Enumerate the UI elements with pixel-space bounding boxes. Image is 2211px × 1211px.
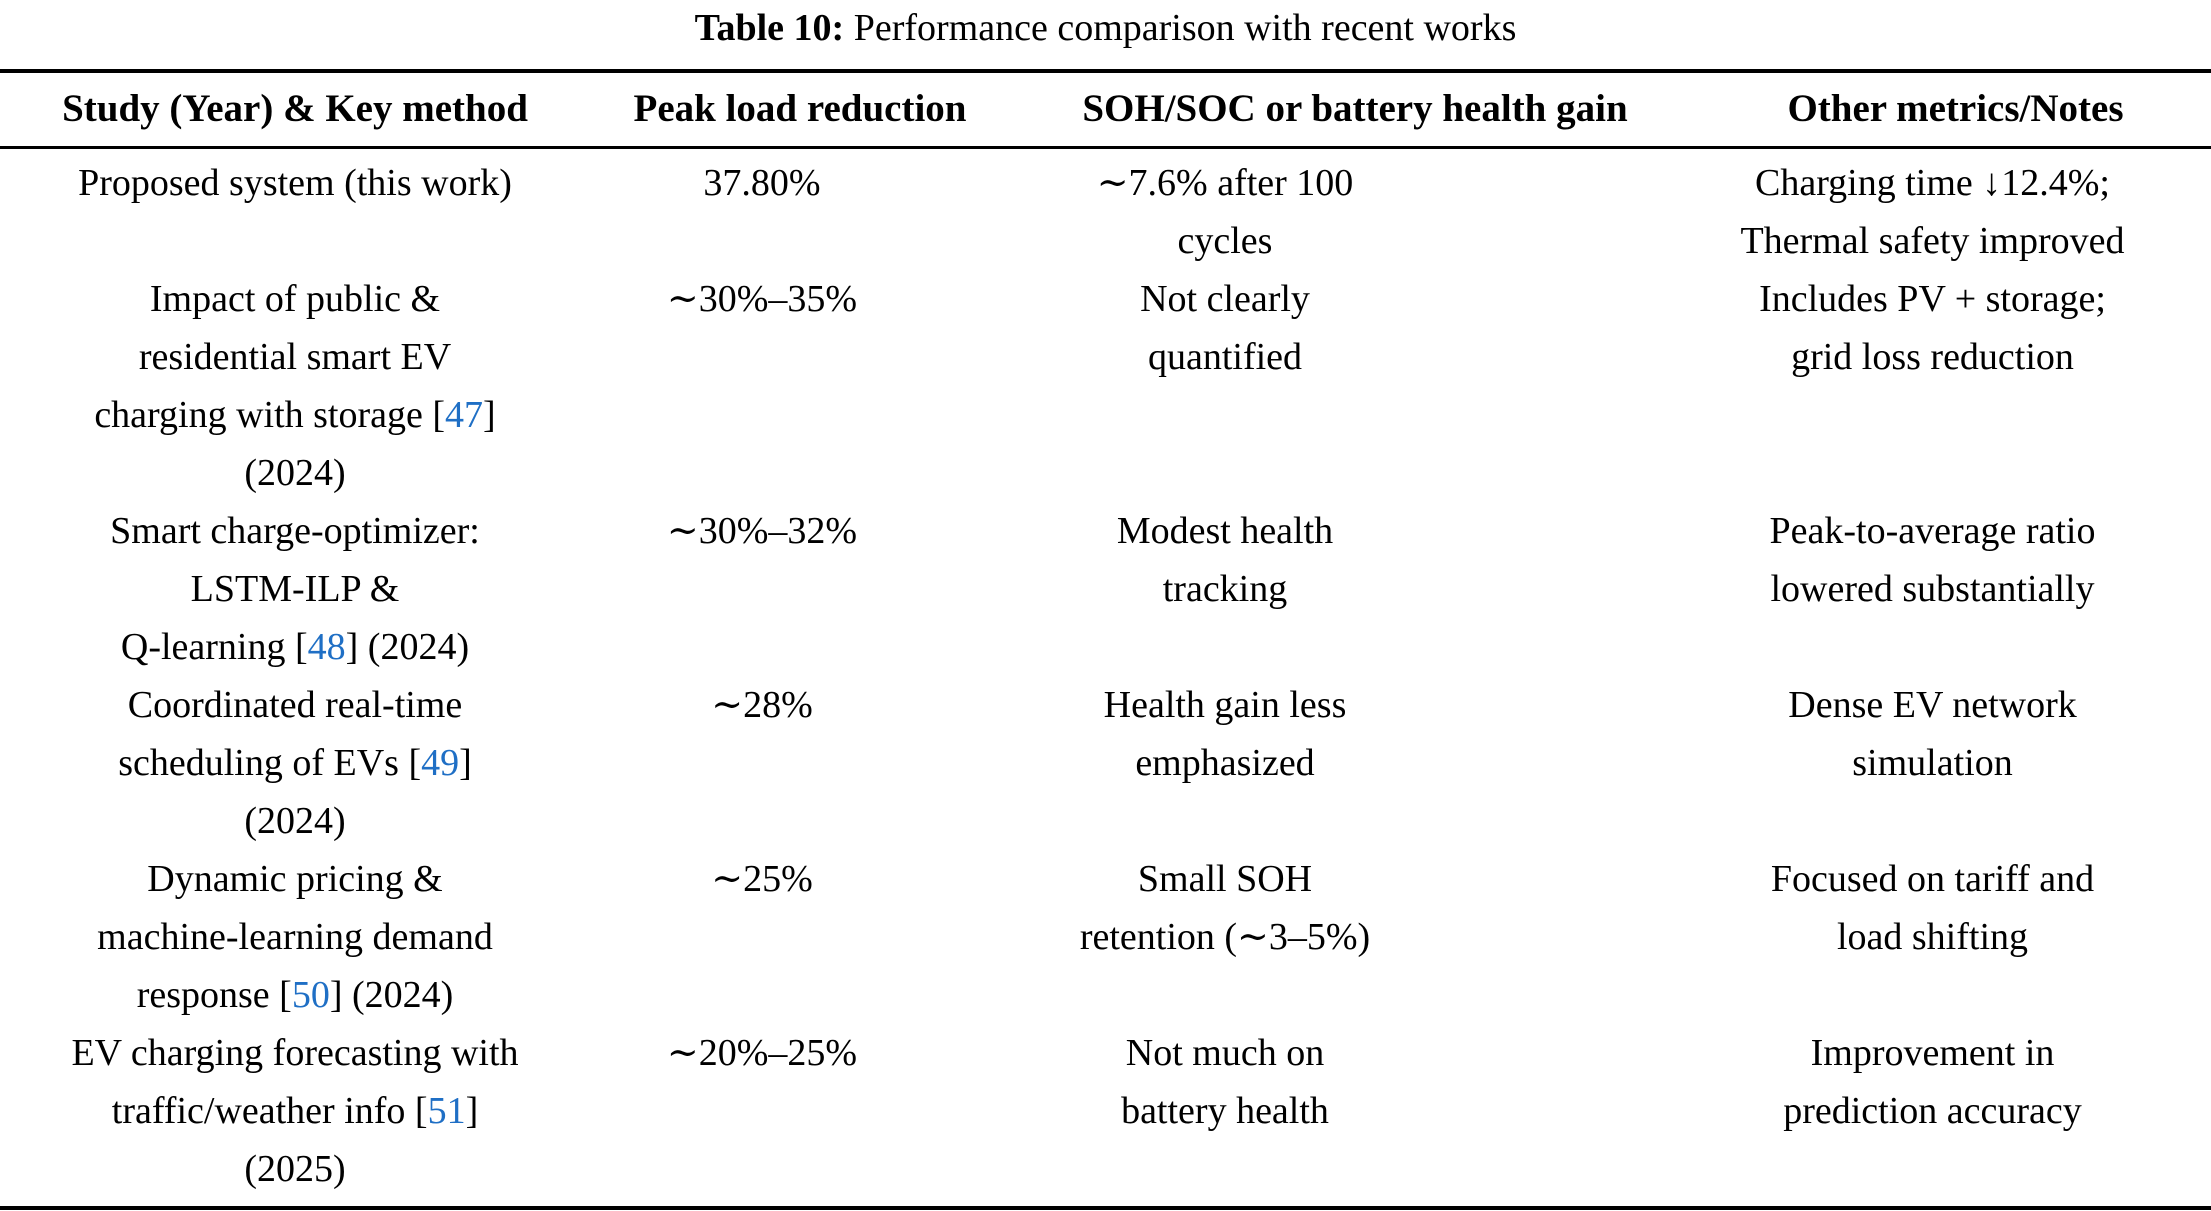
- text-line: (2024): [244, 452, 346, 494]
- text-line: response [50] (2024): [136, 974, 454, 1016]
- text-line: LSTM-ILP &: [190, 568, 400, 610]
- cell-soh-battery-health: Modest health tracking: [1010, 502, 1700, 676]
- table-row: Impact of public & residential smart EV ch…: [0, 270, 2211, 502]
- text-line: Peak-to-average ratio: [1769, 510, 2096, 552]
- text-line: Includes PV + storage;: [1759, 278, 2106, 320]
- text-line: Charging time ↓12.4%;: [1755, 162, 2110, 204]
- text-line: (2024): [244, 800, 346, 842]
- citation-link-51[interactable]: 51: [427, 1090, 466, 1132]
- text-line: ∼30%–32%: [666, 510, 858, 552]
- cell-peak-load-reduction: 37.80%: [590, 148, 1010, 271]
- text-line: simulation: [1852, 742, 2013, 784]
- text-line: ∼28%: [711, 684, 813, 726]
- text-line: Modest health: [1116, 510, 1334, 552]
- text-line: load shifting: [1836, 916, 2029, 958]
- text-line: tracking: [1162, 568, 1288, 610]
- cell-other-metrics: Focused on tariff and load shifting: [1700, 850, 2211, 1024]
- text-line: ∼30%–35%: [666, 278, 858, 320]
- text-line: Coordinated real-time: [127, 684, 463, 726]
- text-line: ∼7.6% after 100: [1096, 162, 1354, 204]
- text-line: Q-learning [48] (2024): [120, 626, 470, 668]
- header-row: Study (Year) & Key method Peak load redu…: [0, 71, 2211, 149]
- text-line: (2025): [244, 1148, 346, 1190]
- citation-link-50[interactable]: 50: [291, 974, 330, 1016]
- citation-link-47[interactable]: 47: [445, 394, 484, 436]
- table-header: Study (Year) & Key method Peak load redu…: [0, 71, 2211, 149]
- cell-study: EV charging forecasting with traffic/weat…: [0, 1024, 590, 1208]
- column-header-soh: SOH/SOC or battery health gain: [1010, 71, 1700, 149]
- text-line: Not clearly: [1140, 278, 1310, 320]
- text-line: Thermal safety improved: [1740, 220, 2125, 262]
- cell-peak-load-reduction: ∼25%: [590, 850, 1010, 1024]
- cell-study: Proposed system (this work): [0, 148, 590, 271]
- cell-study: Impact of public & residential smart EV ch…: [0, 270, 590, 502]
- table-caption: Table 10: Performance comparison with re…: [0, 0, 2211, 69]
- text-line: Proposed system (this work): [78, 162, 512, 204]
- comparison-table: Study (Year) & Key method Peak load redu…: [0, 69, 2211, 1210]
- text-line: grid loss reduction: [1791, 336, 2074, 378]
- cell-peak-load-reduction: ∼30%–32%: [590, 502, 1010, 676]
- text-line: 37.80%: [703, 162, 821, 204]
- text-line: emphasized: [1135, 742, 1315, 784]
- cell-study: Coordinated real-time scheduling of EVs […: [0, 676, 590, 850]
- text-line: cycles: [1177, 220, 1273, 262]
- text-line: lowered substantially: [1770, 568, 2095, 610]
- text-line: Dynamic pricing &: [147, 858, 443, 900]
- text-line: quantified: [1147, 336, 1303, 378]
- table-row: Smart charge-optimizer: LSTM-ILP & Q-learn…: [0, 502, 2211, 676]
- text-line: ∼20%–25%: [666, 1032, 858, 1074]
- cell-soh-battery-health: Small SOH retention (∼3–5%): [1010, 850, 1700, 1024]
- table-body: Proposed system (this work) 37.80% ∼7.6% a…: [0, 148, 2211, 1209]
- cell-other-metrics: Improvement in prediction accuracy: [1700, 1024, 2211, 1208]
- table-row: Dynamic pricing & machine-learning demand…: [0, 850, 2211, 1024]
- text-line: Dense EV network: [1788, 684, 2077, 726]
- text-line: Not much on: [1125, 1032, 1325, 1074]
- cell-peak-load-reduction: ∼20%–25%: [590, 1024, 1010, 1208]
- text-line: Focused on tariff and: [1770, 858, 2095, 900]
- table-caption-title: Performance comparison with recent works: [853, 7, 1517, 49]
- text-line: Impact of public &: [149, 278, 441, 320]
- text-line: ∼25%: [711, 858, 813, 900]
- cell-other-metrics: Peak-to-average ratio lowered substantial…: [1700, 502, 2211, 676]
- table-row: Coordinated real-time scheduling of EVs […: [0, 676, 2211, 850]
- text-line: Smart charge-optimizer:: [110, 510, 480, 552]
- text-line: battery health: [1121, 1090, 1329, 1132]
- cell-soh-battery-health: Not much on battery health: [1010, 1024, 1700, 1208]
- cell-study: Dynamic pricing & machine-learning demand…: [0, 850, 590, 1024]
- text-line: machine-learning demand: [97, 916, 493, 958]
- cell-soh-battery-health: Not clearly quantified: [1010, 270, 1700, 502]
- text-line: residential smart EV: [138, 336, 452, 378]
- text-line: EV charging forecasting with: [71, 1032, 519, 1074]
- column-header-peak-load: Peak load reduction: [590, 71, 1010, 149]
- text-line: Health gain less: [1103, 684, 1347, 726]
- text-line: Improvement in: [1810, 1032, 2055, 1074]
- cell-peak-load-reduction: ∼30%–35%: [590, 270, 1010, 502]
- text-line: traffic/weather info [51]: [111, 1090, 479, 1132]
- cell-other-metrics: Dense EV network simulation: [1700, 676, 2211, 850]
- text-line: scheduling of EVs [49]: [118, 742, 472, 784]
- cell-other-metrics: Charging time ↓12.4%; Thermal safety impr…: [1700, 148, 2211, 271]
- text-line: prediction accuracy: [1783, 1090, 2082, 1132]
- text-line: retention (∼3–5%): [1079, 916, 1371, 958]
- citation-link-48[interactable]: 48: [307, 626, 346, 668]
- table-caption-label: Table 10:: [694, 7, 845, 49]
- column-header-notes: Other metrics/Notes: [1700, 71, 2211, 149]
- cell-peak-load-reduction: ∼28%: [590, 676, 1010, 850]
- text-line: charging with storage [47]: [94, 394, 496, 436]
- table-row: Proposed system (this work) 37.80% ∼7.6% a…: [0, 148, 2211, 271]
- cell-other-metrics: Includes PV + storage; grid loss reductio…: [1700, 270, 2211, 502]
- cell-soh-battery-health: ∼7.6% after 100 cycles: [1010, 148, 1700, 271]
- cell-study: Smart charge-optimizer: LSTM-ILP & Q-learn…: [0, 502, 590, 676]
- citation-link-49[interactable]: 49: [421, 742, 460, 784]
- cell-soh-battery-health: Health gain less emphasized: [1010, 676, 1700, 850]
- column-header-study: Study (Year) & Key method: [0, 71, 590, 149]
- table-row: EV charging forecasting with traffic/weat…: [0, 1024, 2211, 1208]
- text-line: Small SOH: [1137, 858, 1313, 900]
